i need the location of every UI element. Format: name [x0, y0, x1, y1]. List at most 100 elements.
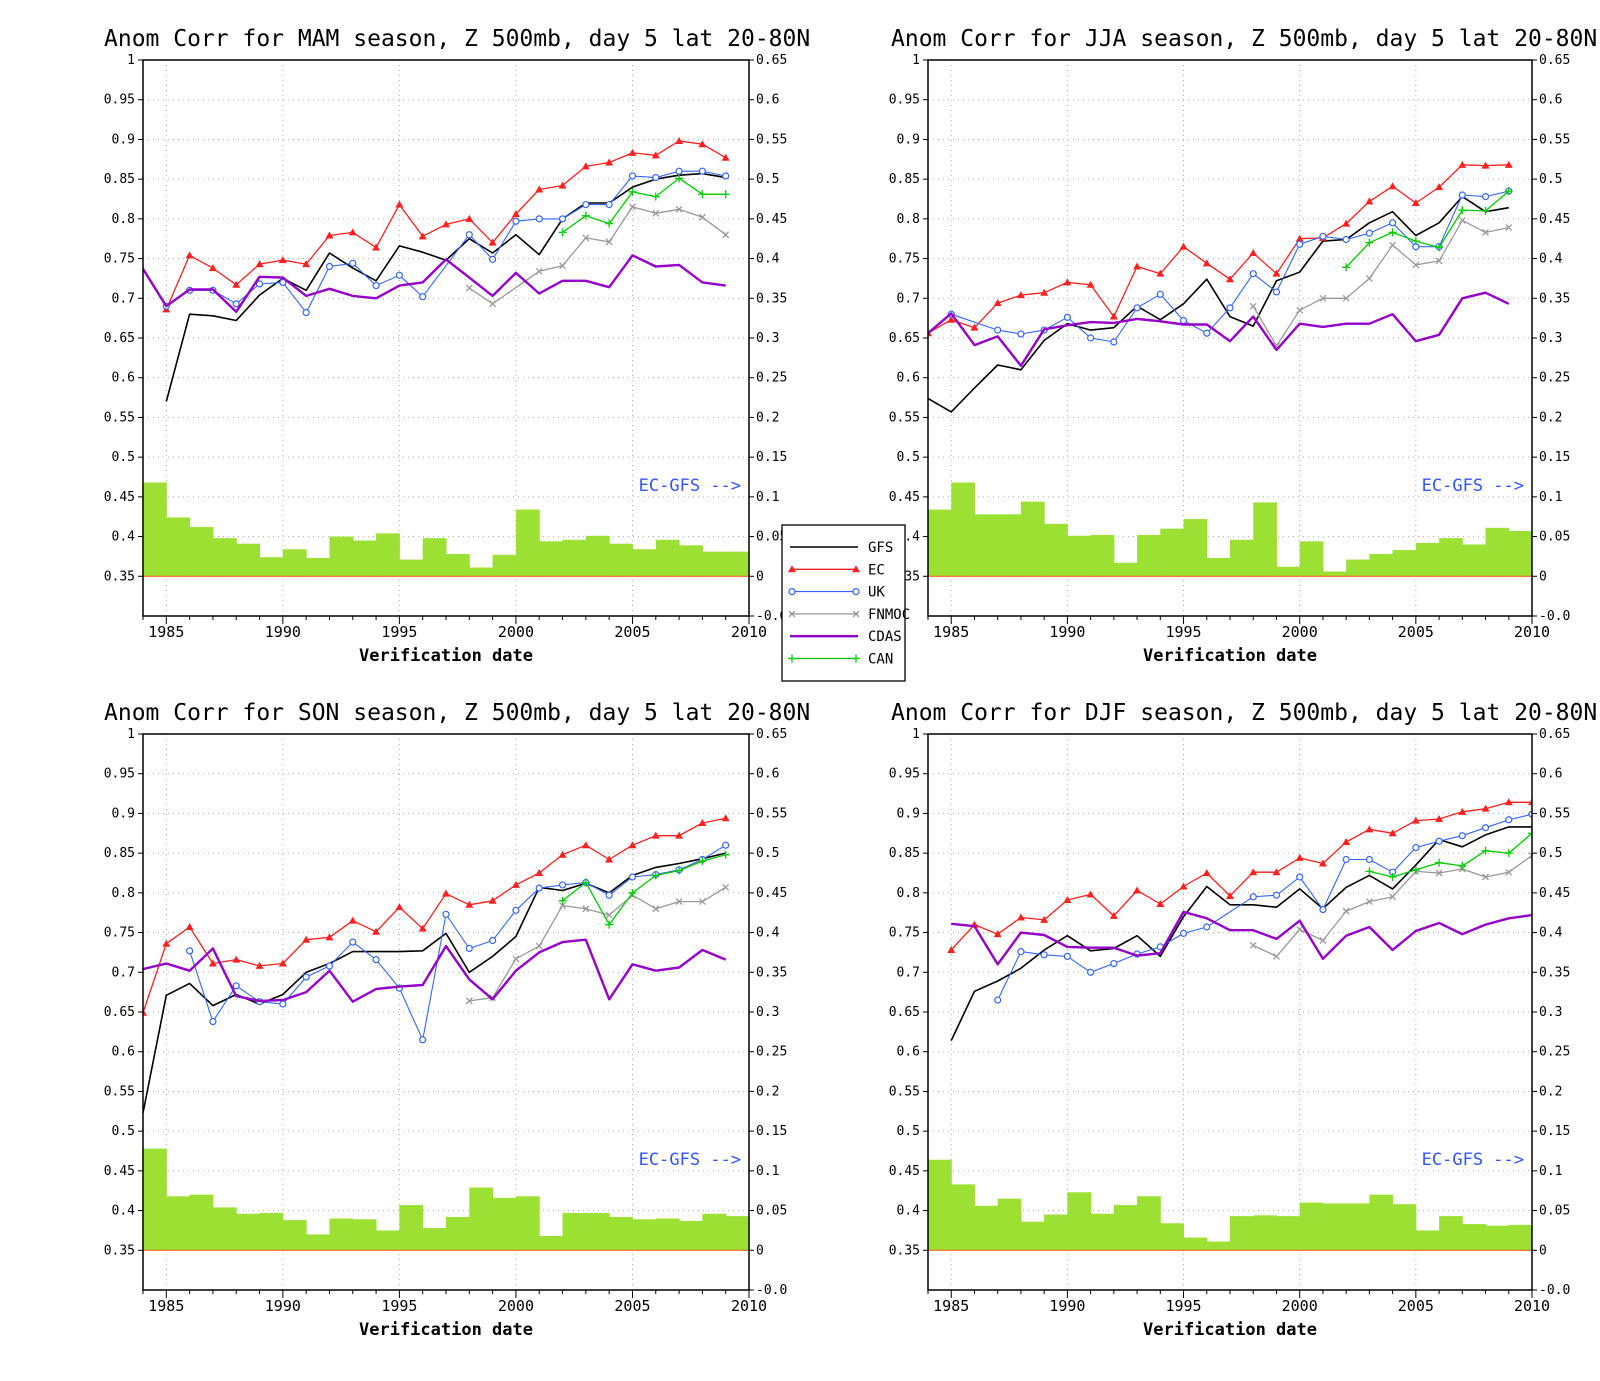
y2-tick-label: 0.45 [756, 886, 787, 901]
point-uk [628, 172, 637, 180]
point-ec [348, 916, 357, 924]
bar [1322, 571, 1347, 577]
bar [1346, 1203, 1370, 1251]
bar [1322, 1203, 1347, 1251]
point-can [628, 187, 637, 196]
x-tick-label: 1985 [933, 1297, 969, 1315]
bar [189, 1194, 214, 1251]
bar [1160, 1223, 1185, 1251]
legend-box [781, 524, 906, 682]
bar [1206, 1241, 1231, 1251]
point-uk [349, 938, 357, 946]
y2-tick-label: 0.6 [1539, 93, 1562, 108]
point-fnmoc [559, 902, 566, 910]
bar [585, 535, 610, 577]
y-tick-label: 0.8 [897, 212, 920, 227]
series-line-fnmoc [469, 886, 727, 1002]
series-can [1365, 829, 1532, 881]
point-ec [232, 280, 241, 288]
grid [143, 734, 749, 1290]
point-fnmoc [465, 284, 473, 292]
point-uk [1272, 891, 1281, 899]
series-line-cdas [143, 938, 727, 1003]
series-ec [928, 160, 1513, 337]
y2-tick-label: 0 [1539, 569, 1547, 584]
x-tick-label: 2000 [498, 1297, 534, 1315]
point-can [581, 211, 590, 220]
bar [1183, 519, 1208, 577]
point-uk [1110, 338, 1118, 346]
bar [562, 539, 587, 577]
y-tick-label: 0.55 [104, 410, 135, 425]
point-ec [372, 927, 381, 935]
series-fnmoc [1249, 216, 1513, 350]
y-tick-label: 1 [912, 53, 920, 68]
y2-tick-label: 0.4 [756, 252, 780, 267]
legend-item-ec: EC [788, 562, 885, 578]
y2-tick-label: 0.55 [1539, 806, 1570, 821]
ec-gfs-bars [928, 482, 1532, 577]
point-fnmoc [465, 997, 473, 1005]
point-ec [255, 260, 264, 268]
point-fnmoc [1342, 907, 1350, 915]
chart-title: Anom Corr for JJA season, Z 500mb, day 5… [891, 26, 1597, 52]
y-tick-label: 0.95 [889, 93, 920, 108]
point-uk [279, 278, 287, 286]
y2-tick-label: 0.55 [756, 806, 787, 821]
series-cdas [928, 291, 1510, 367]
point-can [1435, 243, 1444, 252]
bar [236, 1213, 261, 1251]
bar [1415, 542, 1440, 577]
y-tick-label: 0.8 [112, 212, 135, 227]
point-ec [1109, 312, 1118, 320]
y-tick-label: 0.75 [889, 252, 920, 267]
point-uk [1458, 832, 1466, 840]
point-fnmoc [582, 905, 590, 913]
bar [329, 1218, 354, 1251]
y2-tick-label: 0.05 [1539, 530, 1570, 545]
bar [212, 538, 237, 577]
x-tick-label: 1995 [381, 623, 417, 641]
bar [539, 541, 564, 577]
bar [515, 1196, 540, 1251]
point-uk [1272, 288, 1281, 296]
bar [655, 539, 680, 577]
point-uk [372, 955, 380, 964]
series-cdas [143, 254, 726, 313]
point-ec [418, 924, 427, 932]
y2-tick-label: 0.3 [1539, 331, 1562, 346]
series-line-uk [165, 170, 726, 314]
point-uk [279, 1000, 287, 1008]
bar [702, 551, 727, 577]
point-uk [1226, 304, 1234, 312]
point-ec [1342, 219, 1351, 227]
right-axis: 0.65 0.6 0.55 0.5 0.45 0.4 0.35 0.3 0.25 0.2 0.15 0… [1532, 727, 1570, 1298]
bar [422, 538, 447, 577]
bar [1485, 527, 1510, 577]
point-ec [993, 299, 1002, 307]
point-fnmoc [1389, 893, 1397, 901]
y2-tick-label: 0 [756, 1243, 764, 1258]
point-ec [325, 231, 334, 239]
y-tick-label: 1 [127, 53, 135, 68]
bar [1230, 1216, 1254, 1251]
point-uk [1505, 816, 1513, 824]
point-uk [1087, 968, 1095, 976]
y-tick-label: 1 [912, 727, 920, 742]
point-uk [698, 167, 706, 175]
point-ec [1272, 868, 1281, 876]
series-line-gfs [928, 195, 1509, 413]
bar [446, 1216, 470, 1251]
point-ec [1249, 868, 1258, 876]
bar [1299, 541, 1324, 577]
bar [1067, 535, 1092, 577]
series-line-cdas [143, 254, 726, 313]
point-ec [947, 946, 956, 954]
point-uk [1481, 193, 1490, 201]
y2-tick-label: 0.35 [756, 291, 787, 306]
chart-title: Anom Corr for MAM season, Z 500mb, day 5… [104, 26, 810, 52]
series-gfs [165, 172, 726, 402]
point-ec [1388, 829, 1397, 837]
point-ec [442, 889, 450, 897]
